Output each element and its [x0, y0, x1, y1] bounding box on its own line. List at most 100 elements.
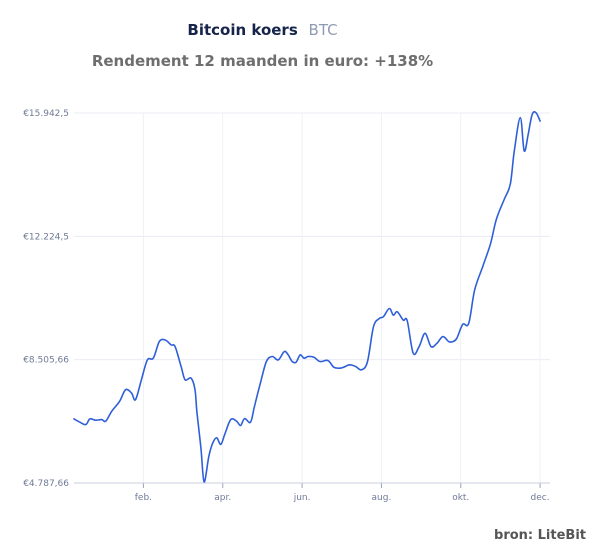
- data-point: [135, 399, 137, 401]
- data-point: [196, 412, 198, 414]
- data-point: [448, 341, 450, 343]
- data-point: [159, 341, 161, 343]
- x-tick-label: okt.: [452, 493, 469, 503]
- data-point: [313, 356, 315, 358]
- data-point: [180, 366, 182, 368]
- data-point: [240, 425, 242, 427]
- data-point: [514, 150, 516, 152]
- data-point: [383, 316, 385, 318]
- data-point: [125, 389, 127, 391]
- x-tick-label: aug.: [372, 493, 392, 503]
- data-point: [254, 406, 256, 408]
- data-point: [212, 442, 214, 444]
- data-point: [379, 318, 381, 320]
- chart-title-row: Bitcoin koers BTC: [0, 20, 525, 40]
- data-point: [535, 112, 537, 114]
- data-point: [203, 481, 205, 483]
- data-point: [95, 419, 97, 421]
- data-point: [224, 434, 226, 436]
- data-point: [339, 367, 341, 369]
- data-point: [272, 356, 274, 358]
- data-point: [333, 366, 335, 368]
- tick-labels: €15.942,5 €12.224,5 €8.505,66 €4.787,66 feb.…: [23, 109, 549, 503]
- data-point: [164, 339, 166, 341]
- y-tick-label: €15.942,5: [23, 109, 69, 119]
- data-point: [349, 364, 351, 366]
- y-tick-label: €8.505,66: [23, 356, 69, 366]
- data-point: [355, 366, 357, 368]
- data-point: [418, 346, 420, 348]
- data-point: [174, 346, 176, 348]
- data-point: [220, 444, 222, 446]
- data-point: [531, 114, 533, 116]
- data-point: [236, 420, 238, 422]
- data-point: [141, 379, 143, 381]
- data-point: [367, 361, 369, 363]
- data-point: [299, 354, 301, 356]
- grid: [74, 112, 550, 484]
- data-point: [79, 421, 81, 423]
- y-tick-label: €4.787,66: [23, 479, 69, 489]
- x-tick-label: feb.: [135, 493, 152, 503]
- data-point: [208, 455, 210, 457]
- chart-subtitle: Rendement 12 maanden in euro: +138%: [91, 52, 434, 70]
- data-point: [230, 419, 232, 421]
- data-point: [266, 361, 268, 363]
- data-point: [412, 352, 414, 354]
- data-point: [490, 243, 492, 245]
- data-point: [287, 354, 289, 356]
- data-point: [456, 338, 458, 340]
- btc-price-line: [73, 111, 541, 483]
- data-point: [153, 357, 155, 359]
- data-point: [250, 421, 252, 423]
- data-point: [101, 419, 103, 421]
- data-point: [319, 361, 321, 363]
- data-point: [389, 308, 391, 310]
- data-point: [244, 418, 246, 420]
- data-point: [361, 369, 363, 371]
- data-point: [131, 392, 133, 394]
- data-point: [452, 341, 454, 343]
- chart-title-suffix: BTC: [308, 21, 338, 39]
- data-point: [291, 361, 293, 363]
- data-point: [260, 382, 262, 384]
- data-point: [539, 120, 541, 122]
- data-point: [482, 266, 484, 268]
- data-point: [147, 359, 149, 361]
- data-point: [200, 447, 202, 449]
- series: [73, 111, 541, 483]
- data-point: [474, 289, 476, 291]
- data-point: [216, 437, 218, 439]
- data-point: [504, 198, 506, 200]
- data-point: [343, 366, 345, 368]
- data-point: [89, 418, 91, 420]
- data-point: [436, 343, 438, 345]
- data-point: [119, 401, 121, 403]
- source-label: bron: LiteBit: [494, 528, 586, 543]
- data-point: [430, 346, 432, 348]
- data-point: [406, 320, 408, 322]
- data-point: [327, 360, 329, 362]
- x-tick-label: jun.: [293, 493, 311, 503]
- data-point: [510, 183, 512, 185]
- data-point: [424, 333, 426, 335]
- data-point: [496, 218, 498, 220]
- data-point: [523, 150, 525, 152]
- data-point: [397, 311, 399, 313]
- data-point: [170, 344, 172, 346]
- data-point: [527, 134, 529, 136]
- data-point: [283, 351, 285, 353]
- data-point: [184, 379, 186, 381]
- data-point: [190, 377, 192, 379]
- data-point: [462, 324, 464, 326]
- data-point: [278, 359, 280, 361]
- axes: [74, 482, 550, 488]
- data-point: [402, 319, 404, 321]
- x-tick-label: dec.: [531, 493, 550, 503]
- data-point: [520, 117, 522, 119]
- data-point: [194, 389, 196, 391]
- x-tick-label: apr.: [214, 493, 231, 503]
- data-point: [85, 424, 87, 426]
- chart-title: Bitcoin koers: [187, 21, 298, 39]
